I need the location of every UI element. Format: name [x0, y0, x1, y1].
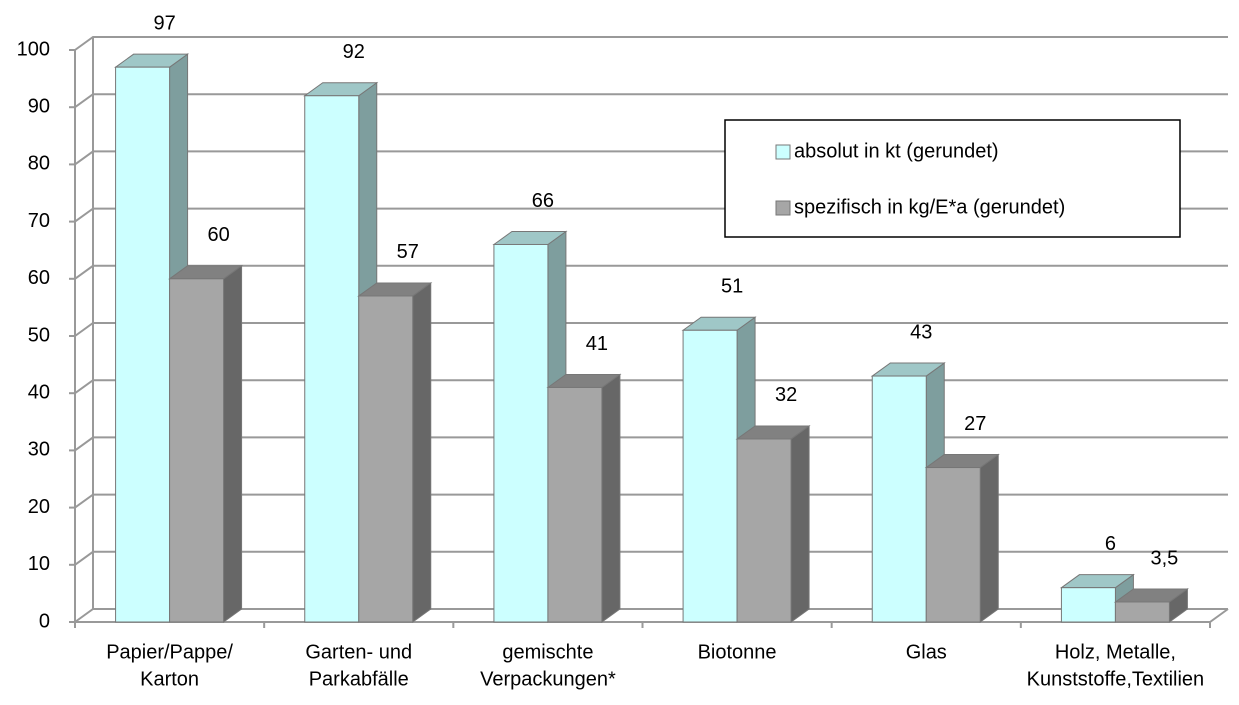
y-tick-label: 30	[28, 439, 50, 461]
x-tick-label: Papier/Pappe/	[106, 641, 233, 663]
y-tick-label: 40	[28, 381, 50, 403]
bar	[736, 438, 792, 623]
bar	[682, 329, 738, 623]
x-tick-label: Parkabfälle	[309, 668, 409, 690]
bar	[304, 95, 360, 623]
bar	[871, 375, 927, 623]
bar-side	[601, 373, 621, 623]
x-tick-label: Glas	[906, 641, 947, 663]
y-tick-label: 20	[28, 496, 50, 518]
value-label: 57	[397, 241, 419, 263]
bar	[358, 295, 414, 623]
x-tick-label: Kunststoffe,Textilien	[1027, 668, 1205, 690]
grid-line	[74, 322, 1228, 337]
grid-line	[74, 264, 1228, 280]
bar-side	[412, 281, 432, 623]
legend-swatch	[775, 144, 791, 160]
value-label: 27	[964, 413, 986, 435]
grid-line	[74, 493, 1228, 509]
bar	[925, 467, 981, 623]
value-label: 6	[1105, 533, 1116, 555]
legend-box	[724, 119, 1181, 238]
x-tick-label: Karton	[140, 668, 199, 690]
x-tick-label: Holz, Metalle,	[1055, 641, 1176, 663]
bar	[493, 243, 549, 623]
x-tick-label: gemischte	[502, 641, 593, 663]
bar	[1114, 601, 1170, 623]
bar-side	[790, 424, 810, 623]
x-tick-label: Biotonne	[698, 641, 777, 663]
grid-line	[74, 379, 1228, 395]
y-tick-label: 70	[28, 210, 50, 232]
y-tick-label: 80	[28, 153, 50, 175]
y-tick-label: 0	[39, 610, 50, 632]
value-label: 43	[910, 321, 932, 343]
bar	[169, 278, 225, 623]
y-tick-label: 100	[17, 38, 50, 60]
x-tick-label: Verpackungen*	[480, 668, 616, 690]
legend-label: spezifisch in kg/E*a (gerundet)	[794, 196, 1065, 218]
grid-line	[74, 436, 1228, 452]
value-label: 51	[721, 276, 743, 298]
bar	[1060, 587, 1116, 623]
bar	[547, 386, 603, 623]
grid-line	[74, 550, 1228, 566]
value-label: 60	[207, 224, 229, 246]
bar-side	[223, 264, 243, 623]
value-label: 97	[153, 12, 175, 34]
legend-swatch	[775, 200, 791, 216]
value-label: 92	[343, 41, 365, 63]
value-label: 32	[775, 384, 797, 406]
y-tick-label: 90	[28, 95, 50, 117]
y-tick-label: 50	[28, 324, 50, 346]
bar-side	[979, 453, 999, 623]
grid-line	[74, 36, 1228, 51]
value-label: 3,5	[1151, 547, 1179, 569]
x-axis	[75, 608, 1229, 623]
bar	[115, 66, 171, 623]
grid-line	[74, 93, 1228, 109]
y-tick-label: 10	[28, 553, 50, 575]
value-label: 66	[532, 190, 554, 212]
y-tick-label: 60	[28, 267, 50, 289]
legend-label: absolut in kt (gerundet)	[794, 140, 999, 162]
x-tick-label: Garten- und	[305, 641, 412, 663]
value-label: 41	[586, 333, 608, 355]
grid-line	[74, 608, 1228, 623]
